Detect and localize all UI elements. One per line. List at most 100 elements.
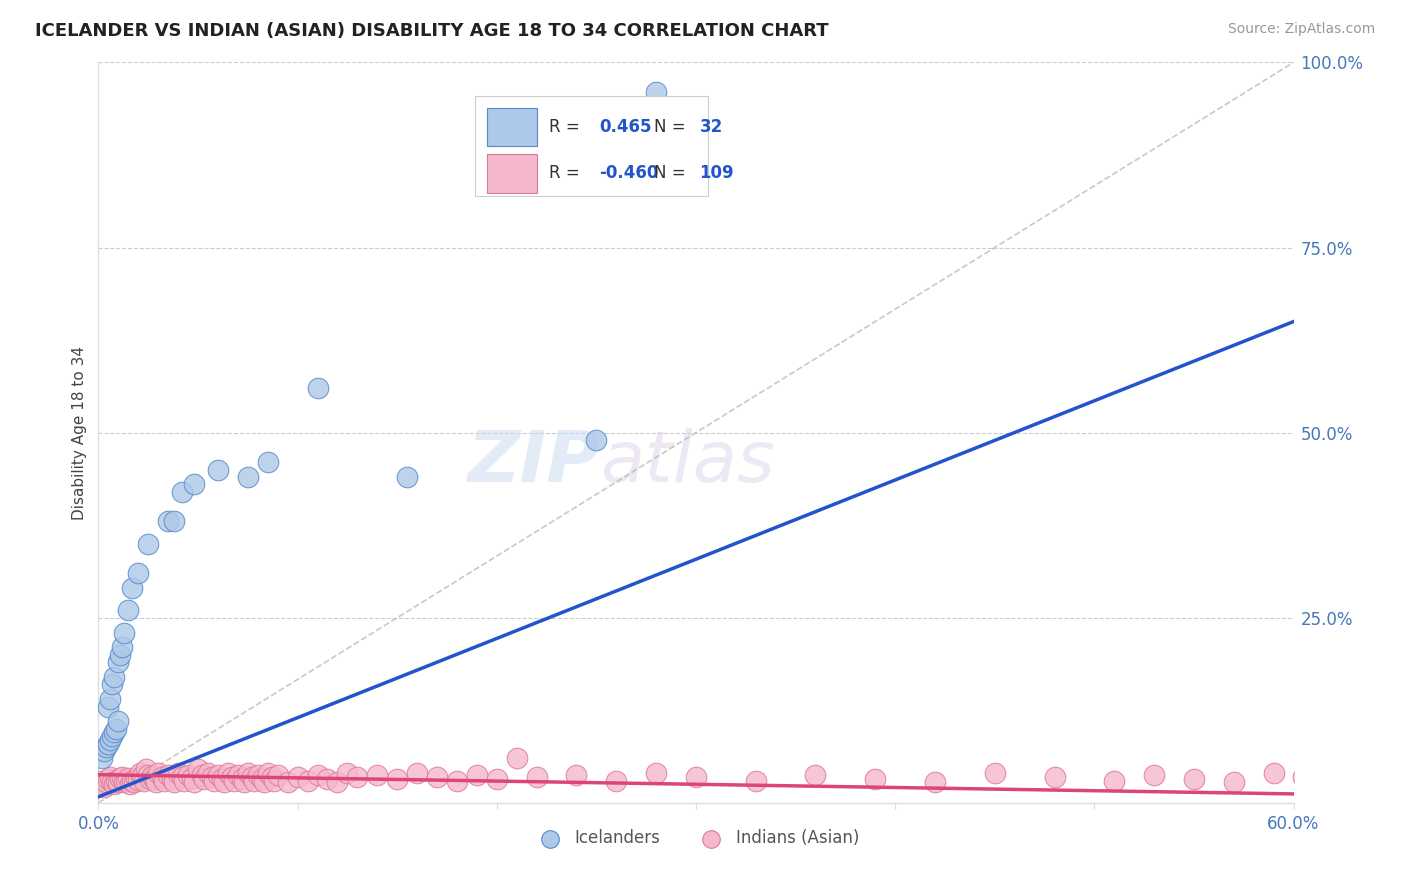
Point [267,767,290,781]
Point [98,692,122,706]
Point [231,772,253,786]
Point [984,766,1007,780]
Point [263,773,285,788]
Point [222,773,245,788]
Text: 32: 32 [700,118,723,136]
Point [112,625,135,640]
Point [160,772,183,786]
Point [1263,766,1285,780]
Point [253,775,276,789]
Point [172,770,194,784]
Point [221,770,243,784]
Point [97,699,120,714]
Text: Source: ZipAtlas.com: Source: ZipAtlas.com [1227,22,1375,37]
Point [139,772,162,786]
Point [135,763,157,777]
Point [256,455,278,469]
Point [277,775,299,789]
Point [207,767,229,781]
Point [120,777,142,791]
Point [91,777,114,791]
Point [1143,767,1166,781]
Point [246,767,269,781]
Text: R =: R = [548,164,579,183]
Point [1182,772,1205,786]
Point [107,655,129,669]
Point [97,772,120,786]
Point [256,766,278,780]
Point [1043,770,1066,784]
Point [217,766,239,780]
Point [145,775,167,789]
Point [316,772,339,786]
Point [201,770,224,784]
Y-axis label: Disability Age 18 to 34: Disability Age 18 to 34 [72,345,87,520]
Point [183,775,205,789]
Point [240,770,263,784]
Point [121,581,143,595]
Point [107,775,129,789]
Point [865,772,887,786]
Point [110,648,132,662]
Text: N =: N = [654,164,686,183]
Point [485,772,508,786]
Point [172,484,194,499]
Text: ZIP: ZIP [468,428,600,497]
Point [297,773,319,788]
Point [93,780,115,794]
Point [117,771,139,785]
Point [111,640,134,655]
Point [183,477,205,491]
Point [103,670,125,684]
Point [446,773,468,788]
Point [96,740,118,755]
Point [105,722,128,736]
Point [141,769,163,783]
Point [93,744,115,758]
Point [202,773,225,788]
Point [111,770,134,784]
Point [605,773,627,788]
Point [91,751,114,765]
Point [98,732,122,747]
Point [1292,770,1315,784]
Point [1353,767,1375,781]
Text: 109: 109 [700,164,734,183]
Point [1348,770,1371,784]
Point [250,772,273,786]
Point [1350,773,1372,788]
Point [163,515,186,529]
Point [346,770,368,784]
Point [526,770,548,784]
Point [125,772,148,786]
Point [336,766,359,780]
Point [157,515,180,529]
Text: R =: R = [548,118,579,136]
Point [157,767,180,781]
Point [163,775,186,789]
Point [232,775,254,789]
Point [287,770,309,784]
Point [366,767,388,781]
Point [150,770,173,784]
Point [98,770,122,784]
FancyBboxPatch shape [475,95,709,195]
Point [1312,773,1334,788]
Point [226,767,249,781]
Point [105,773,128,788]
Point [197,766,219,780]
Point [307,767,329,781]
Point [385,772,409,786]
Point [207,462,229,476]
Point [124,775,146,789]
Point [1322,775,1344,789]
Text: ICELANDER VS INDIAN (ASIAN) DISABILITY AGE 18 TO 34 CORRELATION CHART: ICELANDER VS INDIAN (ASIAN) DISABILITY A… [35,22,828,40]
Text: N =: N = [654,118,686,136]
Point [127,772,149,787]
Point [103,725,125,739]
Point [101,729,124,743]
Text: 0.465: 0.465 [599,118,651,136]
Point [117,603,139,617]
Point [187,763,209,777]
Point [173,773,195,788]
